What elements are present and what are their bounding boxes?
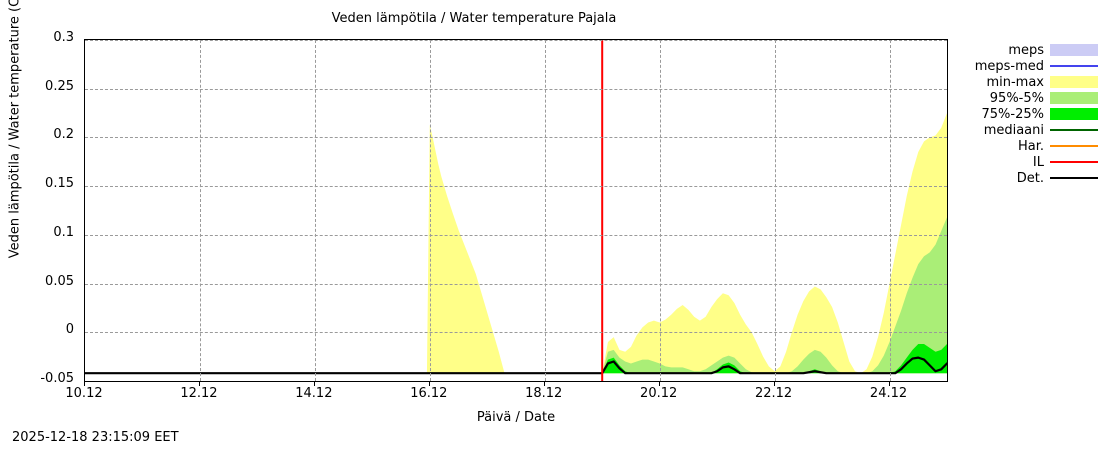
page-title: Veden lämpötila / Water temperature Paja… <box>331 11 617 26</box>
legend-item-label: meps-med <box>974 58 1044 74</box>
x-tick-mark <box>658 380 660 386</box>
legend-item[interactable]: 75%-25% <box>962 106 1098 122</box>
x-tick-mark <box>888 380 890 386</box>
legend-item-label: 95%-5% <box>989 90 1044 106</box>
gridline-vertical <box>544 40 546 381</box>
legend-item-label: Har. <box>1017 138 1044 154</box>
x-tick-mark <box>198 380 200 386</box>
x-tick-mark <box>428 380 430 386</box>
gridline-vertical <box>774 40 776 381</box>
y-tick-label: 0.1 <box>53 224 74 240</box>
gridline-horizontal <box>85 332 947 334</box>
legend-item-label: meps <box>1008 42 1044 58</box>
legend-item-label: IL <box>1032 154 1044 170</box>
legend-item-label: mediaani <box>983 122 1044 138</box>
gridline-horizontal <box>85 234 947 236</box>
legend-item[interactable]: IL <box>962 154 1098 170</box>
legend-swatch-95-5- <box>1050 92 1098 104</box>
y-tick-label: 0.05 <box>45 273 74 289</box>
x-tick-mark <box>773 380 775 386</box>
x-axis-label: Päivä / Date <box>476 410 556 425</box>
y-axis-label: Veden lämpötila / Water temperature (C) <box>7 0 23 259</box>
gridline-vertical <box>889 40 891 381</box>
x-tick-label: 12.12 <box>180 386 218 401</box>
legend-item[interactable]: mediaani <box>962 122 1098 138</box>
legend-swatch-75-25- <box>1050 108 1098 120</box>
legend-swatch-har- <box>1050 145 1098 147</box>
legend: meps meps-med min-max 95%-5% 75%-25% mediaani… <box>962 42 1098 186</box>
y-tick-label: 0.3 <box>53 30 74 45</box>
legend-item[interactable]: Har. <box>962 138 1098 154</box>
legend-item[interactable]: meps <box>962 42 1098 58</box>
y-tick-label: 0.2 <box>53 127 74 143</box>
plot-svg <box>85 40 947 381</box>
y-tick-label: 0 <box>65 322 74 338</box>
x-tick-mark <box>313 380 315 386</box>
gridline-horizontal <box>85 186 947 188</box>
legend-item[interactable]: 95%-5% <box>962 90 1098 106</box>
gridline-horizontal <box>85 137 947 139</box>
timestamp: 2025-12-18 23:15:09 EET <box>12 430 179 445</box>
gridline-vertical <box>199 40 201 381</box>
x-tick-label: 22.12 <box>754 386 793 401</box>
plot-area <box>84 39 948 382</box>
plot-inner <box>85 40 947 381</box>
legend-swatch-mediaani <box>1050 129 1098 131</box>
x-tick-mark <box>543 380 545 386</box>
legend-item-label: 75%-25% <box>981 106 1044 122</box>
y-tick-label: 0.15 <box>45 176 74 192</box>
y-tick-label: -0.05 <box>40 371 74 386</box>
y-tick-label: 0.25 <box>45 78 74 94</box>
legend-item[interactable]: min-max <box>962 74 1098 90</box>
legend-item-label: min-max <box>986 74 1044 90</box>
x-tick-label: 10.12 <box>65 386 103 401</box>
legend-swatch-det- <box>1050 177 1098 179</box>
x-tick-label: 20.12 <box>640 386 678 401</box>
series-line-det- <box>85 356 947 375</box>
x-tick-label: 24.12 <box>869 386 908 401</box>
gridline-vertical <box>429 40 431 381</box>
series-band-75-25- <box>85 343 947 374</box>
gridline-vertical <box>314 40 316 381</box>
gridline-horizontal <box>85 283 947 285</box>
legend-swatch-min-max <box>1050 76 1098 88</box>
series-band-min-max <box>85 113 947 374</box>
x-tick-label: 16.12 <box>410 386 448 401</box>
legend-swatch-meps <box>1050 44 1098 56</box>
x-tick-label: 18.12 <box>525 386 563 401</box>
legend-swatch-meps-med <box>1050 65 1098 67</box>
gridline-vertical <box>659 40 661 381</box>
gridline-horizontal <box>85 40 947 41</box>
legend-item[interactable]: Det. <box>962 170 1098 186</box>
gridline-horizontal <box>85 88 947 90</box>
x-tick-label: 14.12 <box>295 386 333 401</box>
legend-swatch-il <box>1050 161 1098 163</box>
x-tick-mark <box>84 380 85 386</box>
legend-item-label: Det. <box>1016 170 1044 186</box>
legend-item[interactable]: meps-med <box>962 58 1098 74</box>
